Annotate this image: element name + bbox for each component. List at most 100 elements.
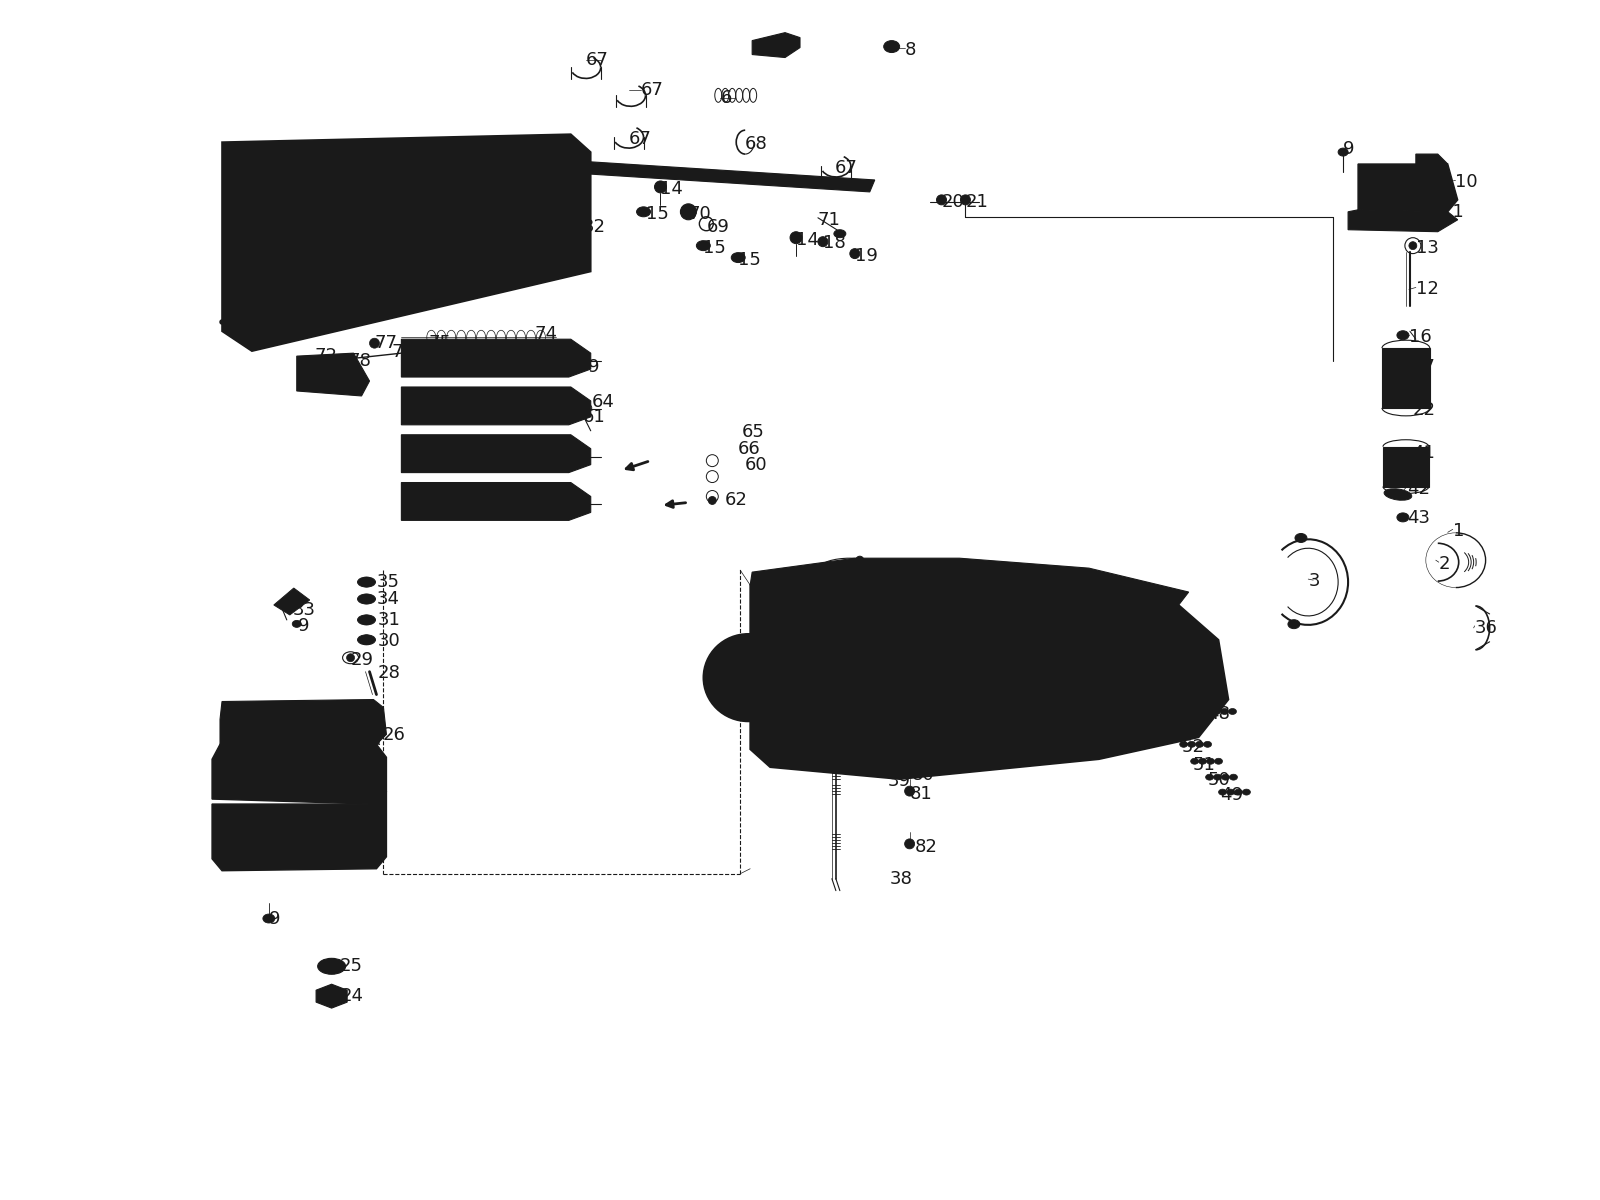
Text: 51: 51: [1192, 756, 1216, 774]
Text: 39: 39: [888, 772, 910, 790]
Text: 52: 52: [1182, 738, 1205, 756]
Circle shape: [654, 181, 667, 193]
Ellipse shape: [246, 312, 274, 332]
Text: 55: 55: [1112, 684, 1134, 702]
Ellipse shape: [1168, 726, 1176, 732]
Ellipse shape: [1203, 742, 1211, 748]
Ellipse shape: [1213, 708, 1221, 714]
Circle shape: [680, 204, 696, 220]
Ellipse shape: [1198, 758, 1206, 764]
Text: 61: 61: [582, 408, 605, 426]
Text: 44: 44: [1066, 654, 1090, 672]
Circle shape: [850, 248, 859, 258]
Text: 9: 9: [298, 617, 309, 635]
Circle shape: [347, 654, 355, 661]
Circle shape: [960, 194, 971, 205]
Ellipse shape: [704, 634, 794, 721]
Ellipse shape: [1229, 708, 1237, 714]
Ellipse shape: [357, 614, 376, 625]
Polygon shape: [402, 482, 590, 521]
Circle shape: [362, 594, 371, 604]
Circle shape: [362, 635, 371, 644]
Text: 14: 14: [797, 230, 819, 248]
Ellipse shape: [1109, 688, 1118, 697]
Ellipse shape: [227, 281, 246, 288]
Polygon shape: [317, 984, 347, 1008]
Ellipse shape: [1198, 686, 1205, 692]
Ellipse shape: [458, 445, 475, 462]
Polygon shape: [1416, 154, 1448, 164]
Text: 58: 58: [1016, 618, 1038, 636]
Text: 34: 34: [376, 590, 400, 608]
Circle shape: [904, 752, 915, 762]
Ellipse shape: [227, 187, 246, 194]
Text: 67: 67: [629, 130, 651, 148]
Ellipse shape: [714, 644, 782, 710]
Circle shape: [325, 959, 339, 973]
Text: 66: 66: [738, 439, 762, 457]
Text: 62: 62: [538, 386, 560, 404]
Polygon shape: [221, 700, 387, 744]
Text: 83: 83: [835, 654, 859, 672]
Ellipse shape: [227, 260, 246, 268]
Ellipse shape: [1294, 534, 1307, 542]
Text: 12: 12: [1416, 281, 1438, 299]
Ellipse shape: [227, 288, 246, 295]
Text: 37: 37: [830, 755, 853, 773]
Ellipse shape: [794, 666, 811, 682]
Ellipse shape: [1205, 708, 1213, 714]
Text: 25: 25: [339, 958, 363, 976]
Ellipse shape: [637, 206, 651, 217]
Circle shape: [976, 626, 986, 637]
Text: 41: 41: [1411, 444, 1435, 462]
Ellipse shape: [458, 493, 475, 510]
Text: 19: 19: [854, 247, 878, 265]
Polygon shape: [402, 150, 875, 192]
Ellipse shape: [550, 188, 563, 199]
Text: 47: 47: [1192, 684, 1214, 702]
Bar: [230, 712, 370, 739]
Text: 9: 9: [587, 358, 600, 376]
Text: 7: 7: [774, 36, 787, 54]
Ellipse shape: [1219, 790, 1227, 796]
Ellipse shape: [1016, 614, 1030, 625]
Circle shape: [362, 577, 371, 587]
Text: 27: 27: [357, 714, 379, 732]
Text: 15: 15: [488, 175, 510, 193]
Polygon shape: [402, 340, 590, 377]
Ellipse shape: [227, 221, 246, 227]
Text: 15: 15: [738, 251, 762, 269]
Text: 50: 50: [1208, 772, 1230, 790]
Text: 64: 64: [592, 392, 614, 410]
Text: 57: 57: [803, 631, 827, 649]
Ellipse shape: [453, 394, 480, 419]
Text: 13: 13: [1416, 239, 1438, 257]
Polygon shape: [296, 353, 370, 396]
Ellipse shape: [1190, 758, 1198, 764]
Text: 77: 77: [374, 334, 397, 352]
Ellipse shape: [1184, 726, 1192, 732]
Text: 84: 84: [923, 721, 946, 739]
Ellipse shape: [834, 229, 846, 238]
Ellipse shape: [883, 41, 899, 53]
Circle shape: [501, 212, 510, 223]
Ellipse shape: [482, 175, 494, 185]
Text: 42: 42: [1406, 480, 1430, 498]
Circle shape: [1394, 182, 1402, 191]
Text: 67: 67: [835, 160, 858, 178]
Ellipse shape: [458, 350, 475, 366]
Text: 15: 15: [645, 205, 669, 223]
Text: 30: 30: [378, 632, 400, 650]
Text: 9: 9: [1342, 140, 1355, 158]
Text: 10: 10: [1454, 173, 1477, 191]
Bar: [432, 210, 501, 232]
Polygon shape: [1358, 164, 1458, 212]
Ellipse shape: [1235, 790, 1243, 796]
Text: 3: 3: [1309, 572, 1320, 590]
Text: 46: 46: [1085, 634, 1107, 652]
Ellipse shape: [856, 557, 864, 564]
Text: 29: 29: [350, 650, 373, 668]
Text: 45: 45: [1035, 667, 1058, 685]
Circle shape: [370, 338, 379, 348]
Text: 28: 28: [378, 664, 400, 682]
